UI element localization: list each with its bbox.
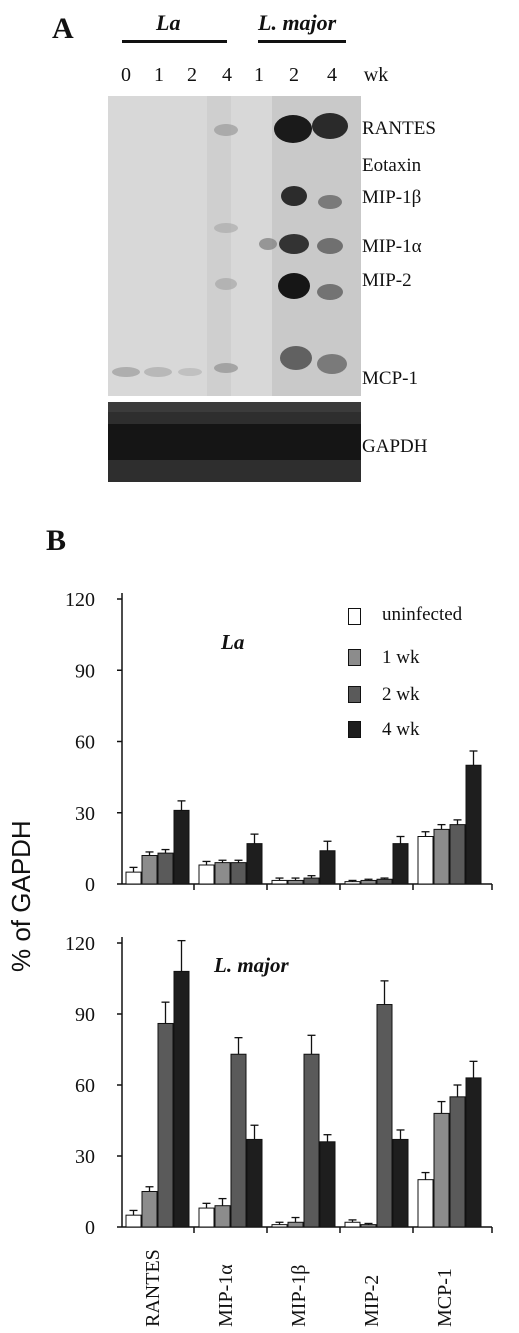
chart-title-l-major: L. major	[214, 953, 289, 977]
lane-label: 4	[222, 64, 232, 86]
y-tick-label: 90	[75, 660, 95, 682]
y-tick-label: 60	[75, 1075, 95, 1097]
band-label: MIP-1β	[362, 187, 422, 208]
bar	[198, 864, 215, 885]
bar	[125, 1214, 142, 1228]
bar	[141, 855, 158, 885]
lane-unit-label: wk	[363, 64, 389, 86]
bar	[173, 970, 190, 1228]
bar	[303, 877, 320, 885]
bar	[157, 1022, 174, 1228]
bar	[271, 1224, 288, 1228]
legend-label: 1 wk	[382, 647, 420, 668]
x-category-label: MIP-1β	[288, 1265, 310, 1327]
bar	[287, 879, 304, 885]
chart-title-la: La	[221, 630, 245, 654]
bar	[360, 1224, 377, 1228]
panel-b-letter: B	[46, 524, 67, 557]
bar	[303, 1053, 320, 1228]
bar	[173, 809, 190, 885]
bar	[360, 879, 377, 885]
group-label-l-major: L. major	[258, 10, 337, 35]
panel-a-letter: A	[52, 12, 74, 45]
y-tick-label: 120	[65, 933, 95, 955]
y-tick-label: 90	[75, 1004, 95, 1026]
bar	[214, 862, 231, 885]
bar	[230, 862, 247, 885]
bar	[376, 878, 393, 885]
bar	[392, 843, 409, 885]
bar	[319, 1141, 336, 1228]
bar	[449, 1096, 466, 1228]
bar	[214, 1205, 231, 1228]
band-label: RANTES	[362, 118, 436, 139]
lane-label: 1	[254, 64, 264, 86]
group-line-la	[122, 40, 227, 43]
x-category-label: RANTES	[142, 1249, 164, 1327]
lane-label: 4	[327, 64, 337, 86]
y-tick-label: 30	[75, 803, 95, 825]
bar	[319, 850, 336, 885]
bar	[449, 824, 466, 885]
group-line-l-major	[258, 40, 346, 43]
legend-label: 2 wk	[382, 684, 420, 705]
gapdh-blot-image	[108, 402, 361, 482]
legend-swatch-1wk	[348, 649, 361, 666]
bar	[246, 843, 263, 885]
bar	[417, 836, 434, 885]
bar	[125, 871, 142, 885]
band-label: MIP-2	[362, 270, 412, 291]
band-label: Eotaxin	[362, 155, 422, 176]
group-label-la: La	[156, 10, 181, 35]
band-label: MIP-1α	[362, 236, 422, 257]
legend-swatch-2wk	[348, 686, 361, 703]
bar	[465, 764, 482, 885]
control-band-label: GAPDH	[362, 436, 428, 457]
bar	[344, 1221, 361, 1228]
bar	[344, 881, 361, 885]
legend-swatch-4wk	[348, 721, 361, 738]
bar	[271, 879, 288, 885]
x-category-label: MCP-1	[434, 1268, 456, 1327]
bar	[230, 1053, 247, 1228]
bar	[376, 1004, 393, 1228]
y-tick-label: 60	[75, 732, 95, 754]
bar	[417, 1179, 434, 1228]
x-category-label: MIP-2	[361, 1275, 383, 1327]
blot-image	[108, 96, 361, 396]
x-category-label: MIP-1α	[215, 1264, 237, 1327]
legend-label: uninfected	[382, 604, 463, 625]
y-tick-label: 0	[85, 1217, 95, 1239]
lane-label: 0	[121, 64, 131, 86]
y-tick-label: 120	[65, 589, 95, 611]
bar	[392, 1138, 409, 1228]
lane-label: 2	[289, 64, 299, 86]
bar	[433, 828, 450, 885]
bar	[246, 1138, 263, 1228]
legend-swatch-uninfected	[348, 608, 361, 625]
bar	[433, 1112, 450, 1228]
bar	[198, 1207, 215, 1228]
band-label: MCP-1	[362, 368, 418, 389]
bar	[157, 852, 174, 885]
bar	[141, 1191, 158, 1228]
lane-label: 1	[154, 64, 164, 86]
y-tick-label: 30	[75, 1146, 95, 1168]
lane-label: 2	[187, 64, 197, 86]
bar	[465, 1077, 482, 1228]
legend-label: 4 wk	[382, 719, 420, 740]
bar	[287, 1221, 304, 1228]
y-tick-label: 0	[85, 874, 95, 896]
